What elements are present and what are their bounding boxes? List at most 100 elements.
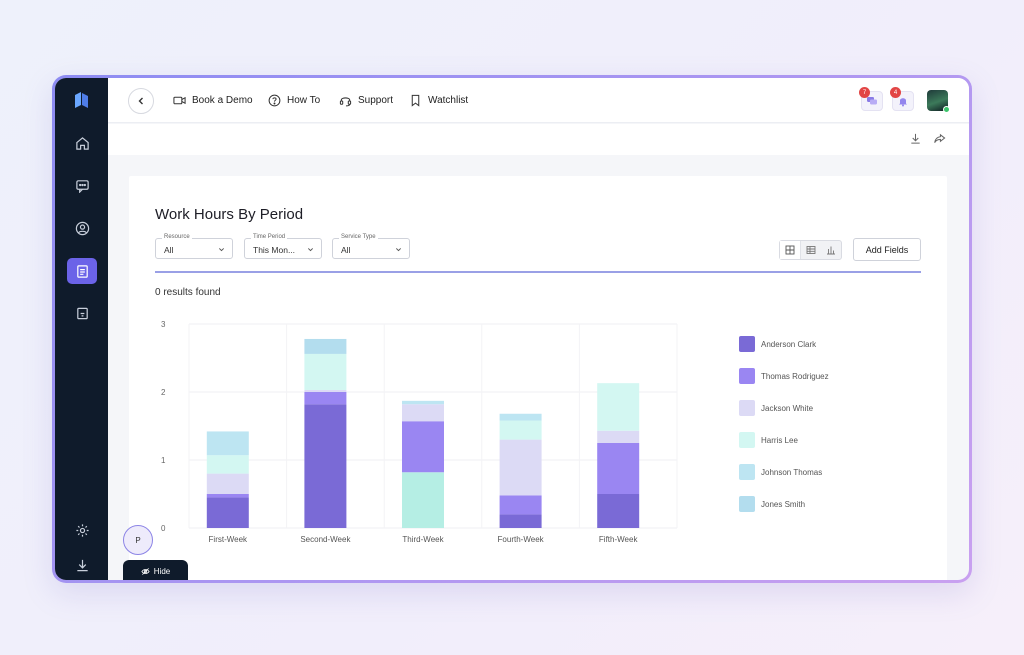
bar-segment [402, 472, 444, 528]
y-tick-label: 3 [161, 320, 166, 329]
chat-icon [75, 179, 89, 193]
legend-swatch [739, 496, 755, 512]
y-tick-label: 2 [161, 388, 166, 397]
x-tick-label: Second-Week [300, 535, 351, 544]
chevron-left-icon [138, 97, 143, 105]
grid-icon [785, 245, 795, 255]
legend-swatch [739, 432, 755, 448]
bell-icon [899, 98, 907, 107]
bar-chart-icon [827, 246, 835, 255]
filter-label: Service Type [339, 234, 378, 240]
bar-segment [499, 439, 542, 496]
bar-segment [499, 420, 542, 440]
view-toggle-group [779, 240, 842, 260]
action-bar [108, 124, 969, 155]
legend-swatch [739, 368, 755, 384]
app-logo-icon [75, 92, 88, 108]
filter-service-type[interactable]: Service Type All [332, 234, 410, 259]
bar-segment [206, 455, 249, 474]
work-hours-chart: 0 1 2 3 First-Week Second-Week Third-Week Fourt… [161, 320, 678, 544]
user-initial-avatar[interactable]: P [123, 525, 153, 555]
legend-label: Johnson Thomas [761, 467, 823, 477]
legend-swatch [739, 400, 755, 416]
legend-label: Thomas Rodriguez [761, 371, 829, 381]
legend-label: Anderson Clark [761, 339, 817, 349]
sidebar-item-settings[interactable] [67, 517, 97, 543]
bar-segment [499, 495, 542, 515]
download-icon[interactable] [909, 132, 922, 145]
filter-label: Time Period [251, 234, 288, 240]
sidebar-item-profile[interactable] [67, 215, 97, 241]
sidebar-item-download[interactable] [67, 552, 97, 578]
y-tick-label: 1 [161, 456, 166, 465]
filter-time-period[interactable]: Time Period This Mon... [244, 234, 322, 259]
filter-resource[interactable]: Resource All [155, 234, 233, 259]
sidebar-item-messages[interactable] [67, 172, 97, 198]
x-tick-label: First-Week [209, 535, 249, 544]
back-button[interactable] [128, 88, 154, 114]
online-status-icon [943, 106, 950, 113]
bar-segment [597, 383, 640, 431]
filter-label: Resource [162, 234, 192, 240]
add-fields-button[interactable]: Add Fields [853, 238, 921, 261]
bar-segment [206, 497, 249, 528]
nav-link-watchlist[interactable]: Watchlist [409, 94, 468, 107]
sidebar-item-reports[interactable] [67, 258, 97, 284]
nav-link-label: Support [358, 95, 394, 106]
legend-item[interactable]: Johnson Thomas [739, 464, 822, 480]
filter-value: All [164, 245, 174, 255]
chat-notifications-button[interactable]: 7 [859, 87, 883, 111]
bar-segment [597, 443, 640, 494]
x-tick-label: Fourth-Week [498, 535, 545, 544]
bar-segment [304, 389, 347, 392]
hide-button[interactable]: Hide [123, 560, 188, 580]
page-title: Work Hours By Period [155, 206, 304, 223]
results-count: 0 results found [155, 287, 221, 298]
bar-segment [206, 431, 249, 456]
chat-badge: 7 [859, 87, 870, 98]
help-icon [268, 94, 281, 107]
hide-label: Hide [153, 567, 171, 576]
calendar-icon [76, 307, 88, 319]
download-icon [76, 559, 88, 571]
user-avatar[interactable] [927, 90, 950, 113]
chart-view-button[interactable] [821, 241, 841, 259]
x-tick-label: Third-Week [402, 535, 444, 544]
bar-segment [402, 400, 444, 405]
share-icon[interactable] [933, 132, 946, 145]
sidebar-item-home[interactable] [67, 130, 97, 156]
filter-value: This Mon... [253, 245, 296, 255]
nav-link-book-demo[interactable]: Book a Demo [173, 94, 253, 107]
legend-label: Harris Lee [761, 435, 798, 445]
bell-notifications-button[interactable]: 4 [890, 87, 914, 111]
legend-swatch [739, 464, 755, 480]
document-icon [76, 264, 88, 278]
chevron-down-icon [395, 248, 402, 252]
legend-item[interactable]: Jackson White [739, 400, 813, 416]
sidebar [55, 78, 108, 580]
bell-badge: 4 [890, 87, 901, 98]
bar-segment [499, 514, 542, 528]
chevron-down-icon [307, 248, 314, 252]
legend-item[interactable]: Anderson Clark [739, 336, 816, 352]
app-frame: Book a Demo How To Support Watchlist [52, 75, 972, 583]
legend-item[interactable]: Thomas Rodriguez [739, 368, 829, 384]
chevron-down-icon [218, 248, 225, 252]
user-circle-icon [75, 221, 89, 235]
sidebar-item-calendar[interactable] [67, 300, 97, 326]
table-view-button[interactable] [801, 241, 821, 259]
legend-label: Jackson White [761, 403, 814, 413]
nav-link-how-to[interactable]: How To [268, 94, 320, 107]
divider [155, 271, 921, 273]
headset-icon [339, 97, 352, 107]
nav-link-support[interactable]: Support [339, 94, 393, 107]
gear-icon [75, 523, 89, 537]
report-card: Work Hours By Period Resource All Time P… [129, 176, 947, 580]
legend-item[interactable]: Harris Lee [739, 432, 798, 448]
x-tick-label: Fifth-Week [599, 535, 639, 544]
grid-view-button[interactable] [780, 241, 801, 259]
legend-item[interactable]: Jones Smith [739, 496, 805, 512]
filter-value: All [341, 245, 351, 255]
bar-segment [499, 413, 542, 421]
y-tick-label: 0 [161, 524, 166, 533]
